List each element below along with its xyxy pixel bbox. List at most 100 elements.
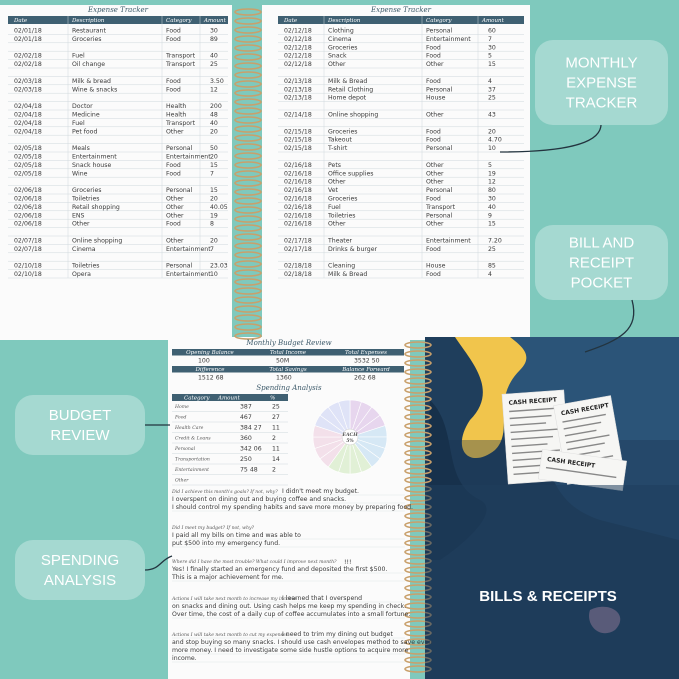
cell: 10 [210,271,218,278]
cell: House [426,263,446,270]
spiral-ring [234,89,262,97]
spiral-ring [234,170,262,178]
cell: Personal [426,212,453,219]
spiral-ring [404,377,432,385]
answer: This is a major achievement for me. [171,574,284,581]
receipt-paper [538,448,627,492]
cell: Other [166,204,184,211]
callout-pill [535,225,668,300]
cell: 02/02/18 [14,53,42,60]
pie-label: EACH [341,432,358,438]
cell: House [426,95,446,102]
cell: 02/14/18 [284,112,312,119]
cell: Personal [426,187,453,194]
cell: Online shopping [328,112,378,119]
cell: 02/02/18 [14,61,42,68]
cell: Food [426,137,441,144]
spiral-ring [404,413,432,421]
cell: Entertainment [166,154,211,161]
pie-center [341,428,359,446]
cell: Entertainment [166,271,211,278]
cell: 02/06/18 [14,221,42,228]
cell: Food [166,221,181,228]
spiral-ring [234,287,262,295]
cell: Milk & Bread [328,271,367,278]
category: Home [174,404,189,410]
category: Personal [174,446,196,452]
cell: 02/05/18 [14,170,42,177]
cell: Snack house [72,162,111,169]
spiral-ring [234,98,262,106]
receipt-line [564,429,597,437]
receipt-line [509,407,558,413]
cell: Other [426,61,444,68]
header-bar [172,394,288,401]
cell: 20 [210,154,218,161]
cell: Food [426,271,441,278]
spiral-ring [234,269,262,277]
cell: 02/03/18 [14,78,42,85]
cell: Transport [165,61,196,68]
spiral-ring [234,179,262,187]
cell: 02/15/18 [284,137,312,144]
spiral-ring [404,404,432,412]
answer: I didn't meet my budget. [282,488,359,495]
cell: Food [166,78,181,85]
cell: 30 [488,196,496,203]
review-value: 100 [198,358,210,365]
cell: Other [328,179,346,186]
cell: Personal [426,86,453,93]
marble [455,337,527,459]
cell: 02/12/18 [284,36,312,43]
spiral-ring [234,26,262,34]
cell: 02/13/18 [284,95,312,102]
cell: Retail shopping [72,204,120,211]
cell: Other [166,238,184,245]
cell: 02/07/18 [14,238,42,245]
cell: 12 [210,86,218,93]
cell: Other [426,170,444,177]
category: Entertainment [174,467,209,473]
cell: 50 [210,145,218,152]
cell: Cinema [72,246,96,253]
cell: 02/16/18 [284,179,312,186]
spiral-ring [234,224,262,232]
cell: 20 [488,128,496,135]
spiral-ring [234,305,262,313]
cell: Other [328,221,346,228]
cell: 02/10/18 [14,263,42,270]
question: Actions I will take next month to cut my… [171,632,290,638]
cell: Other [328,61,346,68]
cell: 02/17/18 [284,238,312,245]
cell: 02/16/18 [284,187,312,194]
spiral-ring [234,215,262,223]
question: Where did I have the most trouble? What … [172,559,337,565]
cell: Groceries [72,187,102,194]
tracker-title: Expense Tracker [87,6,149,14]
receipt-line [567,442,605,451]
cell: Medicine [72,112,100,119]
spiral-ring [234,278,262,286]
cell: 02/12/18 [284,28,312,35]
cell: Doctor [72,103,93,110]
cell: 02/06/18 [14,187,42,194]
column-header: % [270,396,275,402]
spiral-ring [404,467,432,475]
cell: Office supplies [328,170,374,177]
category: Other [175,478,189,484]
spiral-ring [234,296,262,304]
cell: Oil change [72,61,105,68]
amount: 342 06 [240,446,262,453]
cell: Groceries [72,36,102,43]
cell: 60 [488,28,496,35]
spiral-ring [404,440,432,448]
cell: Opera [72,271,91,278]
review-label: Balance Forward [341,367,390,373]
cell: Groceries [328,44,358,51]
spiral-ring [234,251,262,259]
answer: and stop buying so many snacks. I should… [172,639,432,646]
cell: Personal [166,263,193,270]
cell: 4.70 [488,137,502,144]
cell: Food [166,28,181,35]
